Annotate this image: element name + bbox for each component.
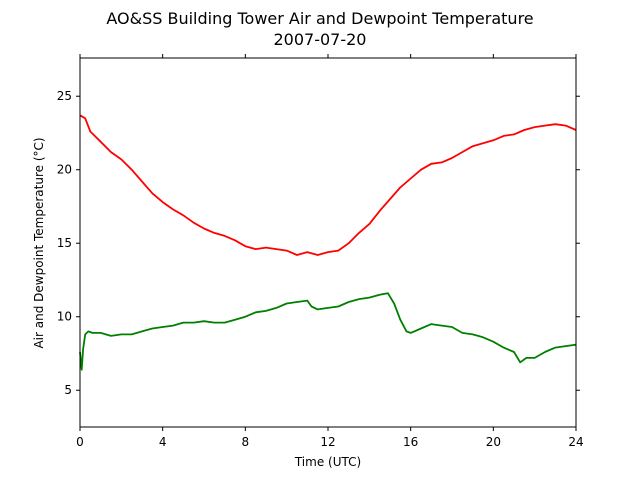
x-tick-label: 24 bbox=[568, 435, 583, 449]
x-tick-label: 20 bbox=[486, 435, 501, 449]
y-tick-label: 20 bbox=[57, 163, 72, 177]
x-tick-label: 16 bbox=[403, 435, 418, 449]
series-line-0 bbox=[79, 114, 577, 256]
y-tick-label: 25 bbox=[57, 89, 72, 103]
x-axis: 0 4 8 12 16 20 24 bbox=[76, 54, 584, 449]
x-tick-label: 8 bbox=[242, 435, 250, 449]
y-tick-label: 5 bbox=[64, 383, 72, 397]
y-tick-label: 10 bbox=[57, 310, 72, 324]
plot-frame bbox=[79, 57, 577, 428]
plot-area bbox=[79, 114, 577, 371]
x-tick-label: 0 bbox=[76, 435, 84, 449]
chart-title: AO&SS Building Tower Air and Dewpoint Te… bbox=[106, 9, 533, 28]
x-tick-label: 4 bbox=[159, 435, 167, 449]
x-axis-label: Time (UTC) bbox=[294, 455, 361, 469]
y-axis: 5 10 15 20 25 bbox=[57, 89, 580, 397]
y-axis-label: Air and Dewpoint Temperature (°C) bbox=[32, 137, 46, 348]
series-line-1 bbox=[79, 292, 577, 371]
chart-subtitle: 2007-07-20 bbox=[274, 30, 367, 49]
x-tick-label: 12 bbox=[320, 435, 335, 449]
y-tick-label: 15 bbox=[57, 236, 72, 250]
